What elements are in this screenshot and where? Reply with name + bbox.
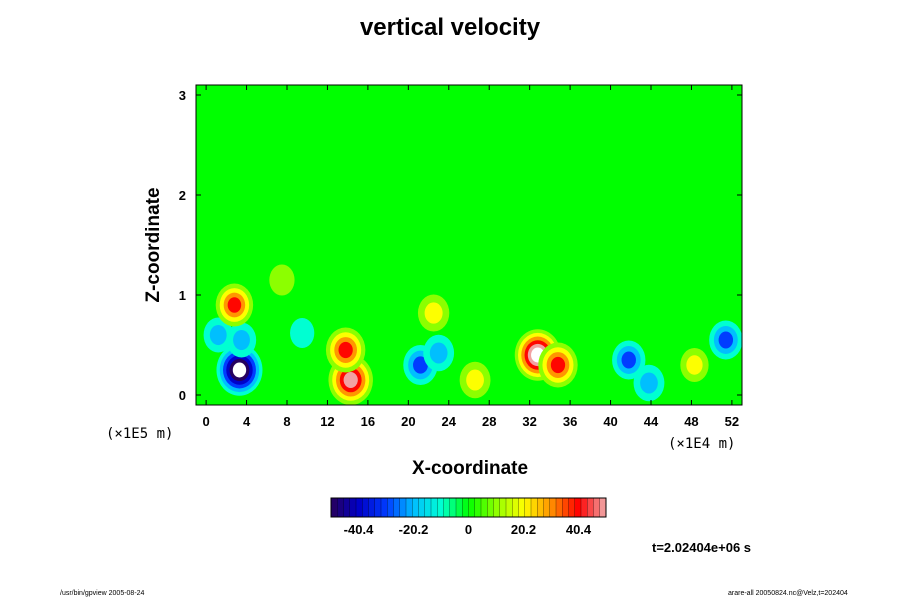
x-tick-label: 48 [684,414,698,429]
x-tick-label: 44 [644,414,659,429]
colorbar-cell [599,498,607,517]
colorbar-cell [518,498,526,517]
x-tick-label: 52 [725,414,739,429]
colorbar-cell [374,498,382,517]
velocity-cell [290,318,315,348]
velocity-cell [413,356,428,374]
colorbar-cell [331,498,338,517]
x-unit-label: (×1E4 m) [668,436,736,452]
x-tick-label: 12 [320,414,334,429]
colorbar-tick-label: 20.2 [511,522,536,537]
colorbar-cell [393,498,401,517]
colorbar-cell [593,498,601,517]
velocity-cell [269,264,295,296]
colorbar-cell [399,498,407,517]
velocity-cell [209,324,227,346]
colorbar-cell [581,498,588,517]
colorbar-cell [424,498,432,517]
colorbar-cell [349,498,357,517]
colorbar-cell [443,498,451,517]
velocity-cell [718,331,734,349]
colorbar-cell [362,498,369,517]
x-tick-label: 0 [202,414,209,429]
colorbar-cell [543,498,551,517]
velocity-cell [429,342,448,364]
velocity-cell [338,341,353,359]
plot-background [196,85,742,405]
colorbar-cell [499,498,507,517]
velocity-cell [232,362,247,378]
y-unit-label: (×1E5 m) [106,426,174,442]
velocity-cell [621,351,636,369]
colorbar-tick-label: -20.2 [399,522,429,537]
colorbar-cell [449,498,457,517]
velocity-cell [550,356,566,374]
colorbar-cell [587,498,594,517]
colorbar-cell [487,498,494,517]
y-tick-label: 1 [179,288,186,303]
footer-right: arare-all 20050824.nc@Velz,t=202404 [728,590,848,597]
colorbar-cell [506,498,513,517]
x-tick-label: 32 [522,414,536,429]
colorbar-cell [512,498,519,517]
colorbar-cell [387,498,394,517]
colorbar-cell [474,498,482,517]
velocity-field [203,264,742,405]
colorbar-tick-label: 0 [465,522,472,537]
velocity-cell [640,372,658,394]
colorbar-cell [574,498,582,517]
x-tick-label: 36 [563,414,577,429]
x-tick-label: 40 [603,414,617,429]
chart-title: vertical velocity [359,14,541,41]
colorbar-tick-label: -40.4 [344,522,374,537]
x-tick-label: 16 [361,414,375,429]
colorbar-cell [462,498,469,517]
x-tick-label: 28 [482,414,496,429]
y-tick-label: 3 [179,88,186,103]
x-tick-label: 24 [442,414,457,429]
plot-frame [195,84,743,406]
colorbar-cell [437,498,444,517]
x-tick-label: 20 [401,414,415,429]
y-tick-label: 0 [179,388,186,403]
colorbar-cell [456,498,463,517]
colorbar-cell [368,498,376,517]
velocity-cell [343,372,358,388]
colorbar-cell [568,498,576,517]
colorbar-cell [337,498,344,517]
colorbar-cell [431,498,438,517]
colorbar-tick-label: 40.4 [566,522,592,537]
colorbar-cell [468,498,476,517]
x-tick-label: 4 [243,414,251,429]
colorbar-cell [381,498,388,517]
colorbar-frame [330,497,607,518]
x-tick-label: 8 [283,414,290,429]
colorbar-cell [493,498,501,517]
velocity-cell [227,297,242,313]
colorbar-cell [406,498,413,517]
colorbar-cell [556,498,563,517]
x-axis-label: X-coordinate [411,458,529,479]
colorbar: -40.4 -20.2 0 20.2 40.4 [330,497,607,537]
velocity-cell [233,329,250,351]
colorbar-cell [481,498,488,517]
colorbar-cell [343,498,351,517]
time-label: t=2.02404e+06 s [652,540,752,555]
velocity-cell [686,355,703,375]
colorbar-cell [549,498,557,517]
colorbar-cell [562,498,569,517]
velocity-cell [424,302,443,324]
colorbar-cell [537,498,544,517]
velocity-cell [466,369,484,391]
colorbar-cell [524,498,532,517]
y-tick-label: 2 [179,188,186,203]
colorbar-cell [412,498,419,517]
colorbar-cell [418,498,426,517]
footer-left: /usr/bin/gpview 2005-08-24 [60,590,145,597]
colorbar-cell [356,498,363,517]
colorbar-cell [531,498,538,517]
